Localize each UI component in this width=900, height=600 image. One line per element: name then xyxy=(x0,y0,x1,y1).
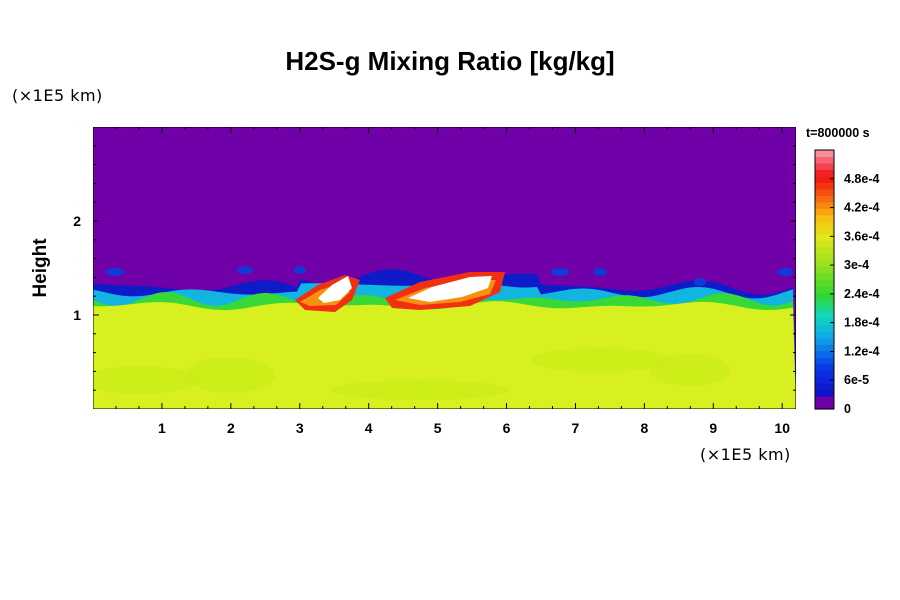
x-tick-label: 9 xyxy=(709,420,717,436)
colorbar-segment xyxy=(815,156,834,164)
colorbar-segment xyxy=(815,221,834,229)
colorbar-segment xyxy=(815,344,834,352)
colorbar-segment xyxy=(815,324,834,332)
colorbar-segment xyxy=(815,331,834,339)
colorbar-tick-label: 2.4e-4 xyxy=(844,287,879,301)
colorbar-segment xyxy=(815,350,834,358)
colorbar-segment xyxy=(815,266,834,274)
colorbar-tick-label: 4.8e-4 xyxy=(844,172,879,186)
colorbar-segment xyxy=(815,188,834,196)
x-tick-label: 2 xyxy=(227,420,235,436)
colorbar-segment xyxy=(815,234,834,242)
x-axis-unit: (×1E5 km) xyxy=(700,445,791,464)
chart-title: H2S-g Mixing Ratio [kg/kg] xyxy=(285,46,615,76)
colorbar-segment xyxy=(815,389,834,397)
x-tick-label: 8 xyxy=(640,420,648,436)
colorbar-segment xyxy=(815,370,834,378)
y-tick-label: 1 xyxy=(73,307,81,323)
lower-eddy xyxy=(93,366,200,394)
colorbar-segment xyxy=(815,150,834,158)
interface-wisp xyxy=(593,268,607,276)
x-tick-label: 7 xyxy=(572,420,580,436)
colorbar-segment xyxy=(815,208,834,216)
colorbar-segment xyxy=(815,169,834,177)
y-axis-unit: (×1E5 km) xyxy=(12,86,103,105)
x-tick-label: 1 xyxy=(158,420,166,436)
saturated-patch xyxy=(318,276,352,303)
x-tick-label: 3 xyxy=(296,420,304,436)
heatmap-field xyxy=(93,127,796,409)
lower-eddy xyxy=(650,354,730,386)
colorbar-segment xyxy=(815,305,834,313)
lower-eddy xyxy=(530,348,670,372)
colorbar-segment xyxy=(815,396,834,404)
colorbar-segment xyxy=(815,292,834,300)
colorbar-frame xyxy=(814,149,835,410)
colorbar-segment xyxy=(815,240,834,248)
colorbar-segment xyxy=(815,279,834,287)
lower-eddy xyxy=(330,380,510,400)
colorbar: 0 6e-5 1.2e-4 1.8e-4 2.4e-4 3e-4 3.6e-4 4.2e-4 4… xyxy=(814,149,879,416)
colorbar-segment xyxy=(815,383,834,391)
colorbar-tick-label: 6e-5 xyxy=(844,373,869,387)
x-tick-label: 4 xyxy=(365,420,373,436)
lower-eddy xyxy=(185,357,275,393)
colorbar-segment xyxy=(815,376,834,384)
interface-wisp xyxy=(105,268,125,276)
colorbar-segment xyxy=(815,318,834,326)
colorbar-tick-label: 4.2e-4 xyxy=(844,201,879,215)
colorbar-tick-label: 1.2e-4 xyxy=(844,344,879,358)
colorbar-segment xyxy=(815,175,834,183)
colorbar-segment xyxy=(815,402,834,410)
colorbar-segment xyxy=(815,227,834,235)
colorbar-segment xyxy=(815,337,834,345)
colorbar-segment xyxy=(815,311,834,319)
x-tick-label: 10 xyxy=(774,420,790,436)
interface-wisp xyxy=(294,266,306,274)
colorbar-segment xyxy=(815,357,834,365)
colorbar-segment xyxy=(815,247,834,255)
colorbar-segment xyxy=(815,273,834,281)
interface-wisp xyxy=(551,268,569,276)
colorbar-tick-label: 3e-4 xyxy=(844,258,869,272)
x-tick-label: 5 xyxy=(434,420,442,436)
colorbar-segment xyxy=(815,182,834,190)
interface-wisp xyxy=(694,278,706,286)
colorbar-segment xyxy=(815,195,834,203)
colorbar-segment xyxy=(815,285,834,294)
x-tick-label: 6 xyxy=(503,420,511,436)
colorbar-tick-label: 3.6e-4 xyxy=(844,229,879,243)
colorbar-segment xyxy=(815,253,834,261)
axes: 1 2 3 4 5 6 7 8 9 10 1 2 xyxy=(73,127,796,436)
colorbar-segment xyxy=(815,214,834,222)
interface-wisp xyxy=(237,266,253,274)
time-label: t=800000 s xyxy=(806,126,870,140)
y-tick-label: 2 xyxy=(73,213,81,229)
colorbar-segment xyxy=(815,260,834,268)
colorbar-segment xyxy=(815,162,834,171)
colorbar-tick-label: 1.8e-4 xyxy=(844,316,879,330)
interface-wisp xyxy=(777,268,793,276)
saturated-patch xyxy=(408,276,492,302)
colorbar-segment xyxy=(815,298,834,306)
colorbar-segment xyxy=(815,363,834,371)
colorbar-tick-label: 0 xyxy=(844,402,851,416)
colorbar-segment xyxy=(815,201,834,209)
